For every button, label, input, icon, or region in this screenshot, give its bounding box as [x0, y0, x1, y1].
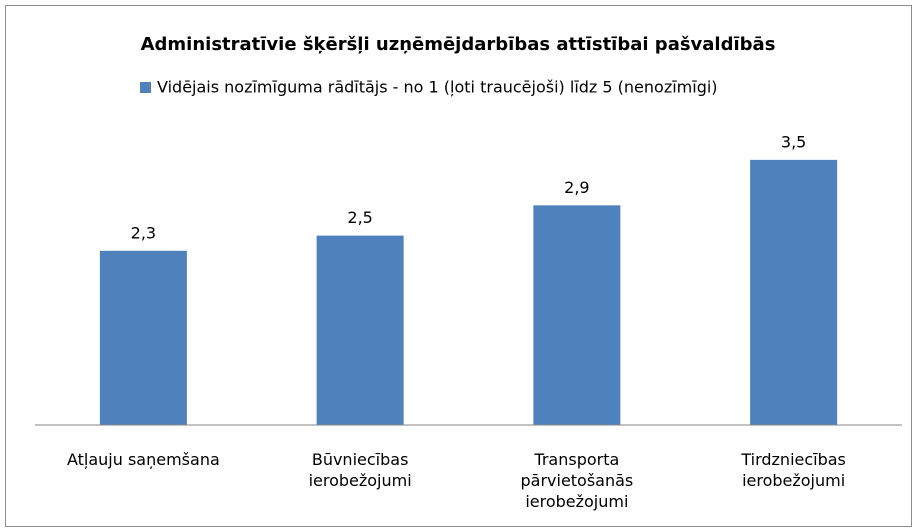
value-label: 2,3 [131, 223, 156, 242]
value-label: 2,5 [347, 208, 372, 227]
chart-title: Administratīvie šķēršļi uzņēmējdarbības … [141, 34, 776, 55]
value-label: 2,9 [564, 178, 589, 197]
x-tick-label: Tirdzniecības ierobežojumi [741, 450, 846, 490]
legend-swatch [140, 82, 151, 93]
x-tick-label: Atļauju saņemšana [66, 450, 220, 469]
value-label: 3,5 [781, 132, 806, 151]
bar [750, 159, 838, 425]
x-tick-label: Būvniecības ierobežojumi [308, 450, 412, 490]
bar [99, 250, 187, 425]
legend-label: Vidējais nozīmīguma rādītājs - no 1 (ļot… [157, 78, 718, 97]
bar [533, 205, 621, 425]
x-tick-label: Transporta pārvietošanās ierobežojumi [520, 450, 634, 511]
bar [316, 235, 404, 425]
